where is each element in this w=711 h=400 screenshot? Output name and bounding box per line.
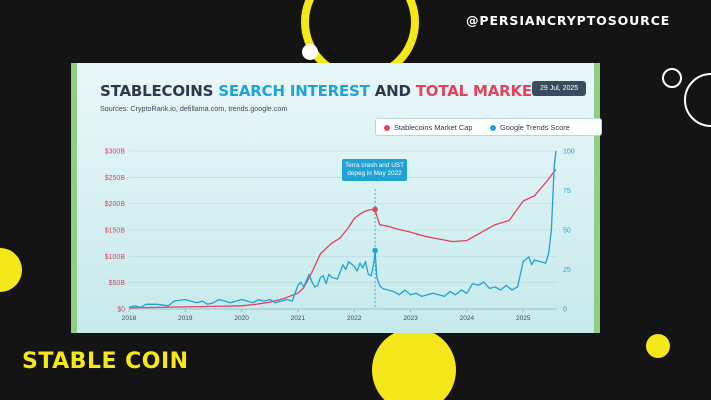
x-tick-label: 2018	[122, 315, 137, 322]
y-left-tick-label: $250B	[105, 175, 126, 182]
legend-label-trends: Google Trends Score	[500, 123, 570, 132]
market-cap-line	[128, 169, 557, 309]
x-tick-label: 2025	[516, 315, 531, 322]
chart-plot-area: $0 $50B $100B $150B $200B $250B $300B 0 25 50 75 10…	[105, 149, 575, 323]
y-right-tick-label: 0	[563, 307, 567, 314]
legend-item-trends: Google Trends Score	[490, 123, 570, 132]
y-left-tick-label: $100B	[105, 254, 126, 261]
date-badge: 29 Jul, 2025	[532, 81, 587, 96]
x-tick-label: 2019	[178, 315, 193, 322]
market-cap-peak-marker	[372, 206, 378, 213]
chart-card: STABLECOINS SEARCH INTEREST AND TOTAL MA…	[71, 63, 602, 333]
y-left-tick-label: $0	[117, 307, 125, 314]
yellow-disc-bottom-decoration	[372, 328, 456, 400]
legend-label-market-cap: Stablecoins Market Cap	[394, 123, 473, 132]
legend-marker-trends	[490, 124, 496, 131]
x-tick-label: 2024	[460, 315, 475, 322]
white-dot-decoration	[302, 44, 318, 60]
title-part-2: SEARCH INTEREST	[218, 82, 370, 100]
title-part-1: STABLECOINS	[100, 82, 219, 100]
y-right-tick-label: 25	[563, 267, 571, 274]
legend-item-market-cap: Stablecoins Market Cap	[384, 123, 472, 132]
trends-peak-marker	[372, 247, 378, 254]
yellow-dot-right-decoration	[646, 334, 670, 358]
channel-handle: @PERSIANCRYPTOSOURCE	[466, 13, 671, 28]
x-tick-label: 2022	[347, 315, 362, 322]
chart-legend: Stablecoins Market Cap Google Trends Sco…	[375, 118, 602, 136]
brand-label: STABLE COIN	[22, 349, 189, 374]
chart-sources: Sources: CryptoRank.io, defillama.com, t…	[100, 104, 288, 113]
y-right-tick-label: 75	[563, 188, 571, 195]
terra-crash-annotation: Terra crash and UST depeg in May 2022	[342, 159, 407, 181]
y-left-tick-label: $200B	[105, 201, 126, 208]
yellow-disc-left-decoration	[0, 248, 22, 292]
x-tick-label: 2021	[291, 315, 306, 322]
y-right-tick-label: 100	[563, 149, 575, 156]
title-part-3: AND	[369, 82, 416, 100]
y-right-tick-label: 50	[563, 228, 571, 235]
y-left-tick-label: $300B	[105, 149, 126, 156]
x-tick-label: 2020	[234, 315, 249, 322]
chart-card-background	[77, 63, 594, 333]
y-left-tick-label: $50B	[109, 280, 126, 287]
y-left-tick-label: $150B	[105, 228, 126, 235]
google-trends-line	[128, 150, 557, 309]
white-ring-decoration	[684, 73, 711, 127]
x-tick-label: 2023	[403, 315, 418, 322]
legend-marker-market-cap	[384, 124, 390, 131]
white-small-ring-decoration	[662, 68, 682, 88]
